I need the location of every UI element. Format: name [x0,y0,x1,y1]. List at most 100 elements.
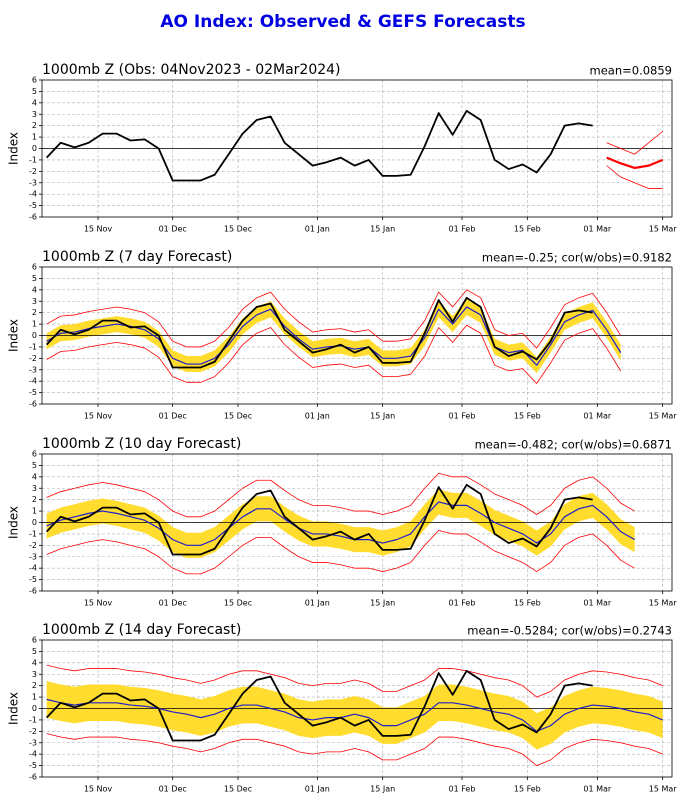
y-tick-label: 1 [32,133,37,142]
x-tick-label: 15 Mar [649,785,678,794]
x-tick-label: 15 Feb [514,412,541,421]
y-tick-label: -3 [29,178,37,187]
y-tick-label: -4 [29,190,37,199]
y-tick-label: -6 [29,773,37,782]
x-tick-label: 01 Mar [583,599,612,608]
x-tick-label: 01 Dec [159,412,187,421]
x-tick-label: 01 Dec [159,225,187,234]
plot-frame [41,79,673,218]
x-tick-label: 01 Jan [305,599,330,608]
y-tick-label: -2 [29,167,37,176]
x-tick-label: 01 Feb [449,785,476,794]
y-tick-label: -2 [29,354,37,363]
y-tick-label: 5 [32,274,37,283]
y-tick-label: 4 [32,472,37,481]
x-tick-label: 15 Nov [84,785,113,794]
x-tick-label: 01 Feb [449,412,476,421]
x-tick-label: 15 Dec [224,599,252,608]
x-tick-label: 15 Mar [649,599,678,608]
series-line [46,483,593,556]
y-tick-label: -1 [29,342,37,351]
x-tick-label: 15 Jan [370,599,395,608]
y-tick-label: -4 [29,750,37,759]
y-tick-label: -6 [29,400,37,409]
plot-frame [41,639,673,778]
y-tick-label: 5 [32,87,37,96]
y-tick-label: -4 [29,564,37,573]
series-line [46,289,622,349]
series-line [46,664,663,698]
x-tick-label: 01 Dec [159,599,187,608]
y-tick-label: 6 [32,636,37,645]
x-tick-label: 01 Jan [305,785,330,794]
y-tick-label: -1 [29,155,37,164]
y-tick-label: 3 [32,670,37,679]
x-tick-label: 01 Feb [449,225,476,234]
y-tick-label: 2 [32,121,37,130]
x-tick-label: 15 Nov [84,599,113,608]
spread-band [46,681,663,750]
panel-title: 1000mb Z (10 day Forecast) [42,436,241,452]
x-tick-label: 15 Nov [84,225,113,234]
y-tick-label: 5 [32,647,37,656]
y-tick-label: -5 [29,388,37,397]
panel-annotation: mean=-0.5284; cor(w/obs)=0.2743 [467,624,672,638]
x-tick-label: 15 Dec [224,785,252,794]
y-tick-label: 2 [32,308,37,317]
panel-annotation: mean=-0.482; cor(w/obs)=0.6871 [475,438,672,452]
y-tick-label: -3 [29,738,37,747]
y-tick-label: 5 [32,461,37,470]
panel-annotation: mean=-0.25; cor(w/obs)=0.9182 [482,251,672,265]
x-tick-label: 15 Dec [224,412,252,421]
series-line [46,669,593,742]
series-line [46,296,593,369]
x-tick-label: 01 Mar [583,412,612,421]
x-tick-label: 01 Feb [449,599,476,608]
y-tick-label: -4 [29,377,37,386]
y-tick-label: -5 [29,761,37,770]
plot-frame [41,453,673,592]
spread-band [46,489,635,558]
y-tick-label: 1 [32,693,37,702]
panel-title: 1000mb Z (Obs: 04Nov2023 - 02Mar2024) [42,62,341,78]
spread-band [46,298,621,374]
y-axis-label: Index [7,132,21,165]
panel-annotation: mean=0.0859 [590,64,673,78]
y-tick-label: 1 [32,507,37,516]
x-tick-label: 15 Feb [514,599,541,608]
y-tick-label: 0 [32,704,37,713]
y-tick-label: -6 [29,213,37,222]
y-axis-label: Index [7,506,21,539]
x-tick-label: 15 Mar [649,412,678,421]
series-line [46,324,622,384]
x-tick-label: 15 Feb [514,225,541,234]
y-tick-label: -5 [29,575,37,584]
y-tick-label: 4 [32,98,37,107]
x-tick-label: 15 Jan [370,225,395,234]
y-tick-label: -5 [29,201,37,210]
panel-title: 1000mb Z (14 day Forecast) [42,622,241,638]
y-axis-label: Index [7,319,21,352]
x-tick-label: 15 Nov [84,412,113,421]
series-line [46,530,635,575]
y-tick-label: 6 [32,450,37,459]
y-tick-label: 3 [32,297,37,306]
y-tick-label: 1 [32,320,37,329]
y-tick-label: -2 [29,541,37,550]
y-tick-label: 2 [32,681,37,690]
x-tick-label: 15 Dec [224,225,252,234]
y-tick-label: -3 [29,365,37,374]
series-line [606,165,663,189]
y-tick-label: 6 [32,76,37,85]
y-tick-label: -6 [29,587,37,596]
series-line [46,698,663,732]
x-tick-label: 01 Mar [583,225,612,234]
plot-frame [41,266,673,405]
y-tick-label: 4 [32,658,37,667]
y-tick-label: 4 [32,285,37,294]
series-line [606,131,663,155]
series-line [46,473,635,518]
panel-title: 1000mb Z (7 day Forecast) [42,249,232,265]
